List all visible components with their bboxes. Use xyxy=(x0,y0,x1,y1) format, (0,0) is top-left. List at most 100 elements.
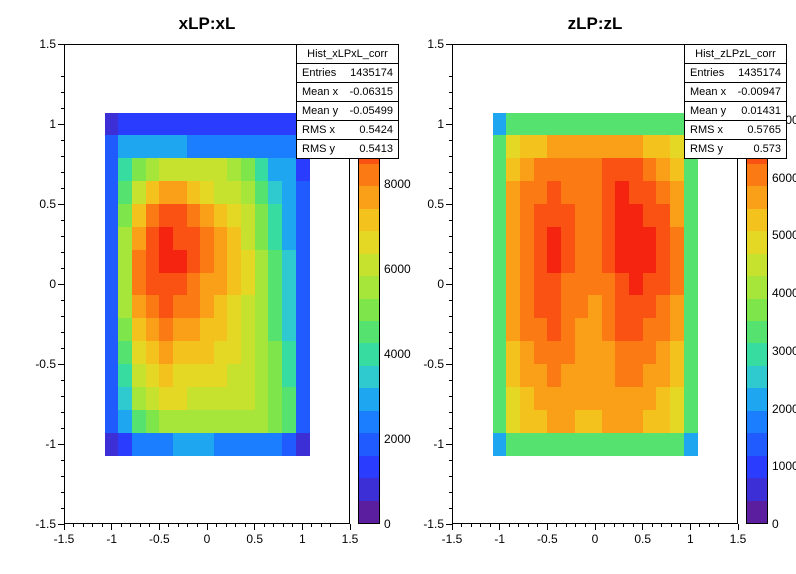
heatmap-cell xyxy=(105,387,119,410)
heatmap-cell xyxy=(241,113,255,136)
y-minor-tick xyxy=(449,492,452,493)
heatmap-cell xyxy=(187,295,201,318)
heatmap-cell xyxy=(602,181,616,204)
heatmap-cell xyxy=(173,158,187,181)
heatmap-cell xyxy=(105,113,119,136)
heatmap-cell xyxy=(670,113,684,136)
heatmap-cell xyxy=(506,410,520,433)
heatmap-cell xyxy=(187,204,201,227)
x-tick-label: -1 xyxy=(494,532,505,546)
y-minor-tick xyxy=(449,188,452,189)
colorbar-seg xyxy=(747,455,767,478)
heatmap-cell xyxy=(656,433,670,456)
colorbar-seg xyxy=(359,163,379,186)
heatmap-cell xyxy=(105,227,119,250)
x-tick xyxy=(350,524,351,530)
colorbar-seg xyxy=(747,500,767,523)
x-minor-tick xyxy=(671,524,672,527)
heatmap-cell xyxy=(227,135,241,158)
heatmap-cell xyxy=(684,433,698,456)
heatmap-cell xyxy=(670,135,684,158)
heatmap-cell xyxy=(214,181,228,204)
heatmap-cell xyxy=(255,273,269,296)
y-minor-tick xyxy=(61,108,64,109)
x-tick xyxy=(254,524,255,530)
heatmap-cell xyxy=(255,250,269,273)
heatmap-cell xyxy=(656,341,670,364)
heatmap-cell xyxy=(146,410,160,433)
heatmap-cell xyxy=(159,204,173,227)
heatmap-cell xyxy=(214,158,228,181)
heatmap-cell xyxy=(132,433,146,456)
stats-value: 0.5413 xyxy=(359,143,393,155)
colorbar-seg xyxy=(359,253,379,276)
y-minor-tick xyxy=(449,76,452,77)
heatmap-cell xyxy=(602,227,616,250)
x-minor-tick xyxy=(321,524,322,527)
heatmap-cell xyxy=(629,341,643,364)
heatmap-cell xyxy=(227,433,241,456)
y-minor-tick xyxy=(61,380,64,381)
colorbar-seg xyxy=(359,500,379,523)
left-title: xLP:xL xyxy=(147,14,267,34)
heatmap-cell xyxy=(520,227,534,250)
heatmap-cell xyxy=(241,387,255,410)
heatmap-cell xyxy=(520,295,534,318)
heatmap-cell xyxy=(547,318,561,341)
heatmap-cell xyxy=(615,158,629,181)
heatmap-cell xyxy=(296,295,310,318)
heatmap-cell xyxy=(602,387,616,410)
heatmap-cell xyxy=(534,227,548,250)
heatmap-cell xyxy=(282,273,296,296)
heatmap-cell xyxy=(241,227,255,250)
heatmap-cell xyxy=(670,410,684,433)
colorbar-seg xyxy=(747,253,767,276)
heatmap-cell xyxy=(561,433,575,456)
heatmap-cell xyxy=(268,364,282,387)
heatmap-cell xyxy=(575,364,589,387)
heatmap-cell xyxy=(214,364,228,387)
heatmap-cell xyxy=(173,250,187,273)
stats-label: Mean x xyxy=(302,86,338,98)
y-tick xyxy=(446,444,452,445)
heatmap-cell xyxy=(282,181,296,204)
heatmap-cell xyxy=(561,250,575,273)
heatmap-cell xyxy=(187,135,201,158)
heatmap-cell xyxy=(173,204,187,227)
heatmap-cell xyxy=(200,341,214,364)
heatmap-cell xyxy=(547,158,561,181)
stats-row: Hist_zLPzL_corr xyxy=(685,45,786,64)
heatmap-cell xyxy=(575,113,589,136)
x-minor-tick xyxy=(330,524,331,527)
heatmap-cell xyxy=(241,318,255,341)
x-tick-label: 1 xyxy=(687,532,694,546)
heatmap-cell xyxy=(296,227,310,250)
y-tick-label: 0 xyxy=(416,277,444,291)
heatmap-cell xyxy=(588,181,602,204)
x-minor-tick xyxy=(518,524,519,527)
heatmap-cell xyxy=(629,250,643,273)
y-minor-tick xyxy=(61,508,64,509)
x-minor-tick xyxy=(83,524,84,527)
heatmap-cell xyxy=(227,204,241,227)
colorbar-seg xyxy=(359,343,379,366)
heatmap-cell xyxy=(520,318,534,341)
heatmap-cell xyxy=(534,364,548,387)
heatmap-cell xyxy=(132,113,146,136)
heatmap-cell xyxy=(588,318,602,341)
heatmap-cell xyxy=(615,113,629,136)
heatmap-cell xyxy=(588,387,602,410)
heatmap-cell xyxy=(200,135,214,158)
heatmap-cell xyxy=(670,204,684,227)
heatmap-cell xyxy=(547,364,561,387)
heatmap-cell xyxy=(534,250,548,273)
heatmap-cell xyxy=(187,341,201,364)
heatmap-cell xyxy=(105,204,119,227)
y-minor-tick xyxy=(61,348,64,349)
heatmap-cell xyxy=(282,250,296,273)
heatmap-cell xyxy=(506,318,520,341)
y-minor-tick xyxy=(449,316,452,317)
heatmap-cell xyxy=(575,410,589,433)
heatmap-cell xyxy=(118,250,132,273)
heatmap-cell xyxy=(547,113,561,136)
